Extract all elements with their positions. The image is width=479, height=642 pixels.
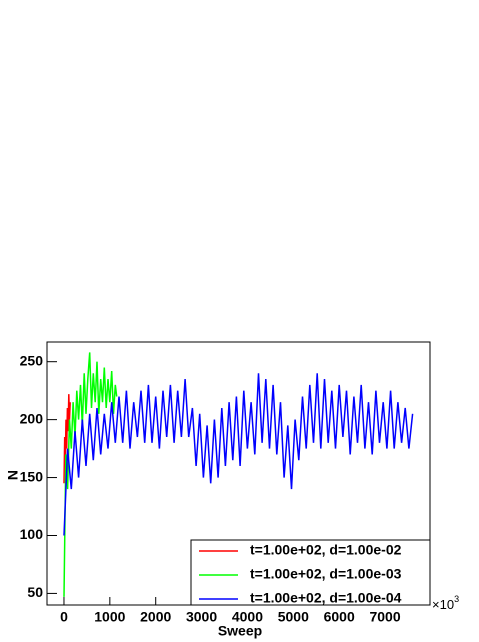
x-axis-title: Sweep [218,623,262,639]
legend-label: t=1.00e+02, d=1.00e-04 [250,590,402,606]
x-multiplier-exponent: 3 [454,594,459,604]
x-tick-label: 2000 [140,609,171,625]
y-axis-title: N [5,470,21,480]
y-tick-label: 50 [27,584,43,600]
x-tick-label: 1000 [94,609,125,625]
x-tick-label: 6000 [324,609,355,625]
x-tick-label: 0 [60,609,68,625]
series-line [63,373,414,536]
x-tick-label: 4000 [232,609,263,625]
series-line [63,394,71,484]
x-multiplier-base: ×10 [432,597,454,612]
x-multiplier: ×103 [432,594,459,612]
legend-label: t=1.00e+02, d=1.00e-02 [250,542,402,558]
x-tick-label: 3000 [186,609,217,625]
x-tick-label: 7000 [369,609,400,625]
series-line [63,352,118,597]
x-tick-label: 5000 [278,609,309,625]
y-tick-label: 250 [20,352,44,368]
y-tick-label: 150 [20,468,44,484]
y-tick-label: 200 [20,410,44,426]
y-tick-label: 100 [20,526,44,542]
legend-label: t=1.00e+02, d=1.00e-03 [250,566,402,582]
